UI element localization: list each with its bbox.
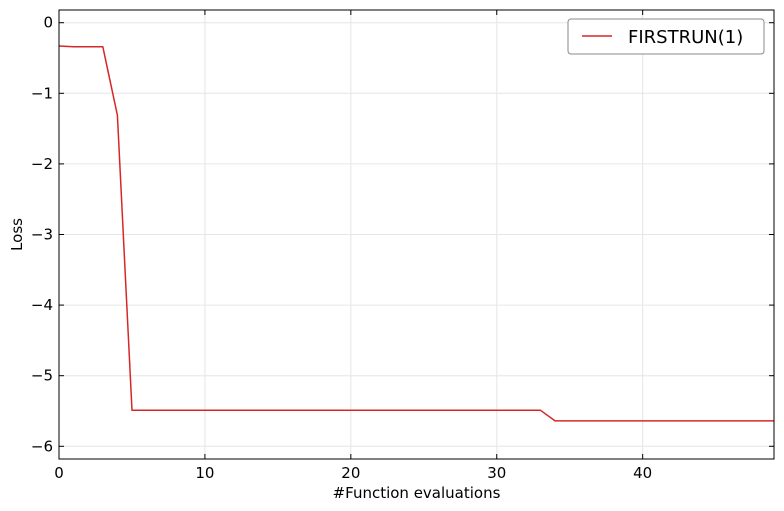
y-tick-label: −3	[31, 226, 53, 244]
y-tick-label: −2	[31, 155, 53, 173]
legend-entry-firstrun: FIRSTRUN(1)	[628, 27, 743, 48]
x-tick-label: 10	[195, 464, 214, 482]
x-tick-label: 40	[633, 464, 652, 482]
legend: FIRSTRUN(1)	[567, 18, 765, 55]
grid-lines	[58, 10, 774, 459]
legend-box	[567, 18, 765, 55]
x-tick-label: 20	[341, 464, 360, 482]
y-tick-label: −1	[31, 84, 53, 102]
y-tick-label: −4	[31, 296, 53, 314]
y-axis-label: Loss	[8, 218, 26, 251]
y-tick-label: −5	[31, 367, 53, 385]
axis-ticks: 0 10 20 30 40 0 −1 −2 −3 −4 −5 −6	[31, 10, 774, 482]
x-tick-label: 30	[487, 464, 506, 482]
series-line-firstrun	[58, 45, 774, 422]
x-axis-label: #Function evaluations	[333, 484, 501, 502]
y-tick-label: −6	[31, 437, 53, 455]
y-tick-label: 0	[43, 14, 53, 32]
series-group	[58, 45, 774, 422]
x-tick-label: 0	[54, 464, 64, 482]
